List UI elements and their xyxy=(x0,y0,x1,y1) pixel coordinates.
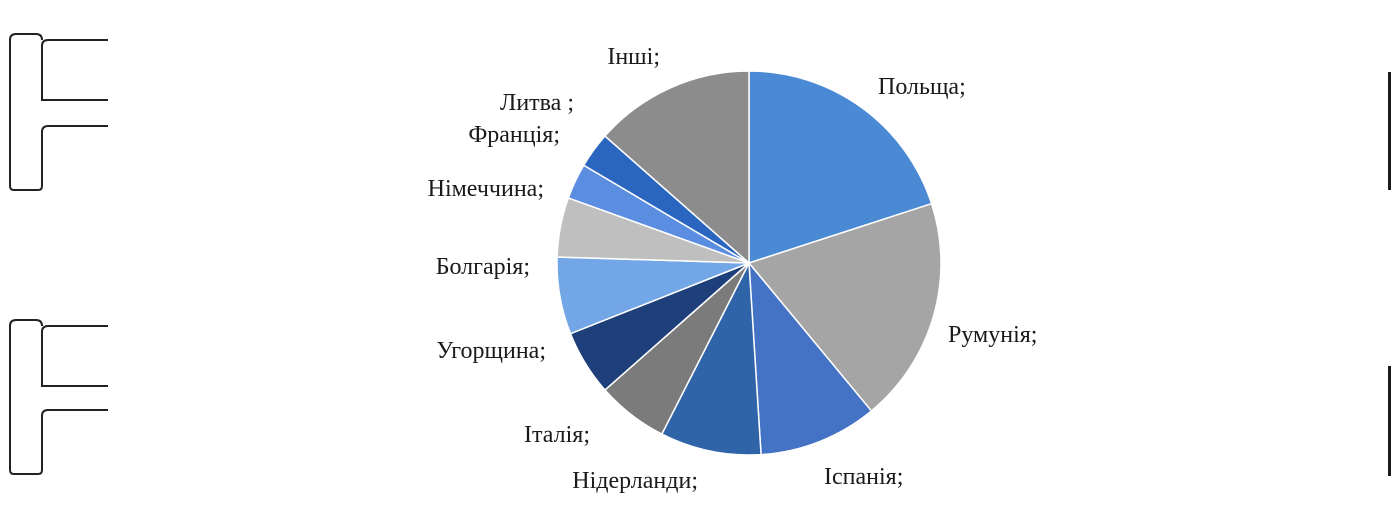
left-frame-brackets xyxy=(9,33,108,475)
pie-slice-0 xyxy=(748,70,933,265)
slice-label-6: Болгарія; xyxy=(436,254,530,280)
pie-slice-3 xyxy=(660,260,762,456)
right-edge-line-bottom xyxy=(1388,366,1391,476)
slice-label-3: Нідерланди; xyxy=(572,468,698,494)
pie-slice-1 xyxy=(747,202,942,412)
upper-bracket-shape xyxy=(9,33,108,191)
slice-label-0: Польща; xyxy=(878,74,966,100)
slice-label-2: Іспанія; xyxy=(824,464,903,490)
slice-label-8: Франція; xyxy=(468,122,560,148)
lower-bracket-shape xyxy=(9,319,108,475)
slice-label-9: Литва ; xyxy=(500,90,574,116)
slice-label-1: Румунія; xyxy=(948,322,1037,348)
slice-label-10: Інші; xyxy=(607,44,660,70)
right-edge-line-top xyxy=(1388,72,1391,190)
slice-label-4: Італія; xyxy=(524,422,590,448)
slice-label-5: Угорщина; xyxy=(436,338,546,364)
pie-slice-10 xyxy=(603,70,750,265)
slice-label-7: Німеччина; xyxy=(428,176,544,202)
pie-slice-2 xyxy=(748,260,873,456)
